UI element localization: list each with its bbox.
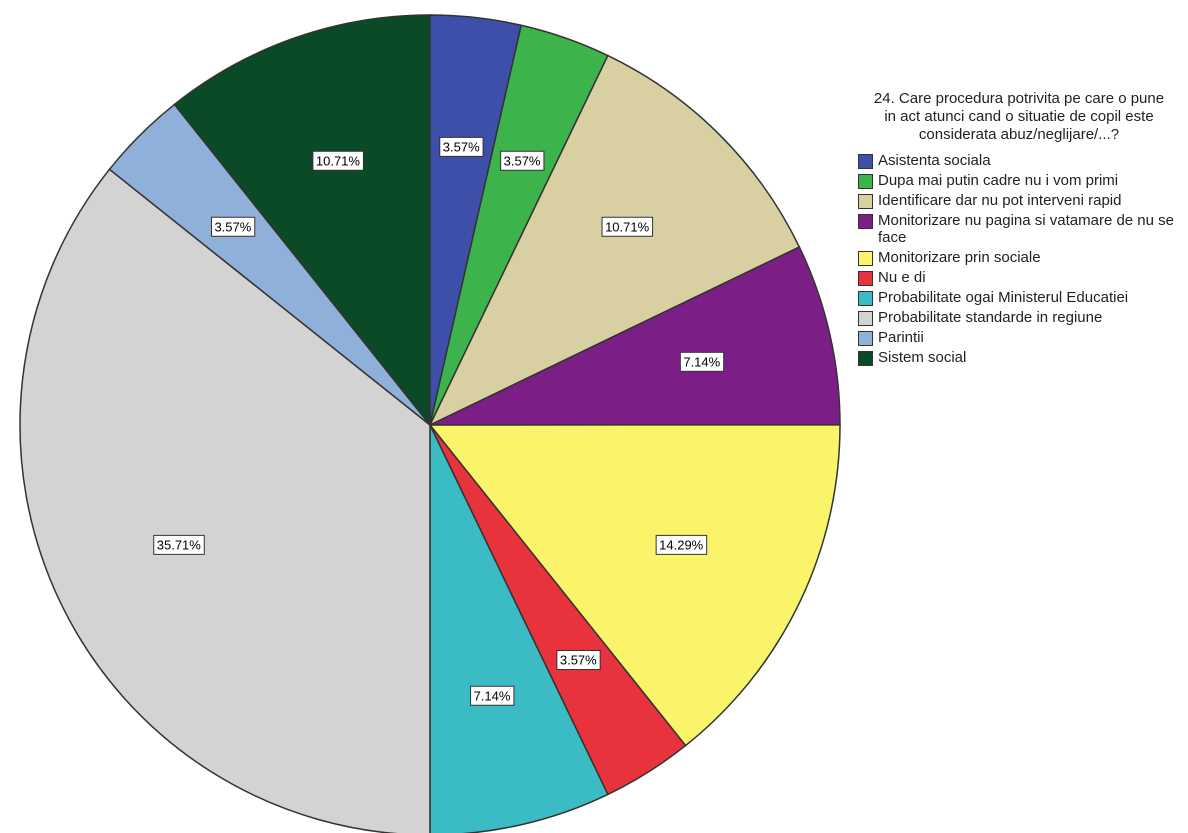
legend-swatch [858, 194, 873, 209]
legend-label: Probabilitate ogai Ministerul Educatiei [878, 289, 1129, 306]
legend-swatch [858, 174, 873, 189]
legend-swatch [858, 251, 873, 266]
slice-label: 7.14% [474, 688, 511, 703]
pie-slice [173, 14, 431, 428]
legend-title: 24. Care procedura potrivita pe care o p… [873, 90, 1165, 143]
legend-item: Parintii [858, 329, 1180, 346]
legend-label: Monitorizare prin sociale [878, 249, 1041, 266]
legend-swatch [858, 351, 873, 366]
legend-label: Dupa mai putin cadre nu i vom primi [878, 172, 1119, 189]
slice-label-box [655, 534, 708, 555]
legend-label: Sistem social [878, 349, 967, 366]
legend-swatch [858, 214, 873, 229]
legend-swatch [858, 331, 873, 346]
slice-label-box [312, 150, 364, 171]
slice-label-box [556, 650, 601, 671]
slice-label: 3.57% [504, 153, 541, 168]
legend-item: Asistenta sociala [858, 152, 1180, 169]
legend-label: Identificare dar nu pot interveni rapid [878, 192, 1122, 209]
legend-items: Asistenta sociala Dupa mai putin cadre nu… [858, 152, 1180, 366]
pie-slice [429, 246, 841, 426]
pie-slice [428, 424, 841, 747]
legend-swatch [858, 271, 873, 286]
slice-label: 14.29% [659, 537, 704, 552]
legend-label: Asistenta sociala [878, 152, 991, 169]
legend-label: Nu e di [878, 269, 926, 286]
legend-swatch [858, 311, 873, 326]
slice-label-box [500, 150, 545, 171]
slice-label-box [210, 216, 256, 237]
legend-label: Parintii [878, 329, 924, 346]
legend-label: Probabilitate standarde in regiune [878, 309, 1103, 326]
slice-label-box [153, 534, 205, 555]
slice-label-box [601, 216, 654, 237]
slice-label: 35.71% [157, 537, 202, 552]
legend-label: Monitorizare nu pagina si vatamare de nu… [878, 212, 1175, 246]
legend-item: Monitorizare nu pagina si vatamare de nu… [858, 212, 1180, 246]
legend: 24. Care procedura potrivita pe care o p… [858, 90, 1180, 369]
legend-swatch [858, 291, 873, 306]
slice-label: 3.57% [560, 653, 597, 668]
slice-label-box [439, 136, 484, 157]
pie-slice [19, 168, 431, 833]
legend-item: Monitorizare prin sociale [858, 249, 1180, 266]
slice-label-box [470, 685, 515, 706]
slice-label: 3.57% [214, 219, 251, 234]
slice-label: 10.71% [605, 219, 650, 234]
pie-slice [428, 54, 801, 427]
slice-label: 10.71% [316, 153, 361, 168]
slice-label: 3.57% [443, 139, 480, 154]
legend-swatch [858, 154, 873, 169]
legend-item: Probabilitate ogai Ministerul Educatiei [858, 289, 1180, 306]
slice-label-box [679, 351, 725, 372]
legend-item: Sistem social [858, 349, 1180, 366]
legend-item: Nu e di [858, 269, 1180, 286]
legend-item: Probabilitate standarde in regiune [858, 309, 1180, 326]
pie-slice [429, 424, 609, 833]
slice-label: 7.14% [683, 354, 720, 369]
legend-item: Identificare dar nu pot interveni rapid [858, 192, 1180, 209]
legend-item: Dupa mai putin cadre nu i vom primi [858, 172, 1180, 189]
